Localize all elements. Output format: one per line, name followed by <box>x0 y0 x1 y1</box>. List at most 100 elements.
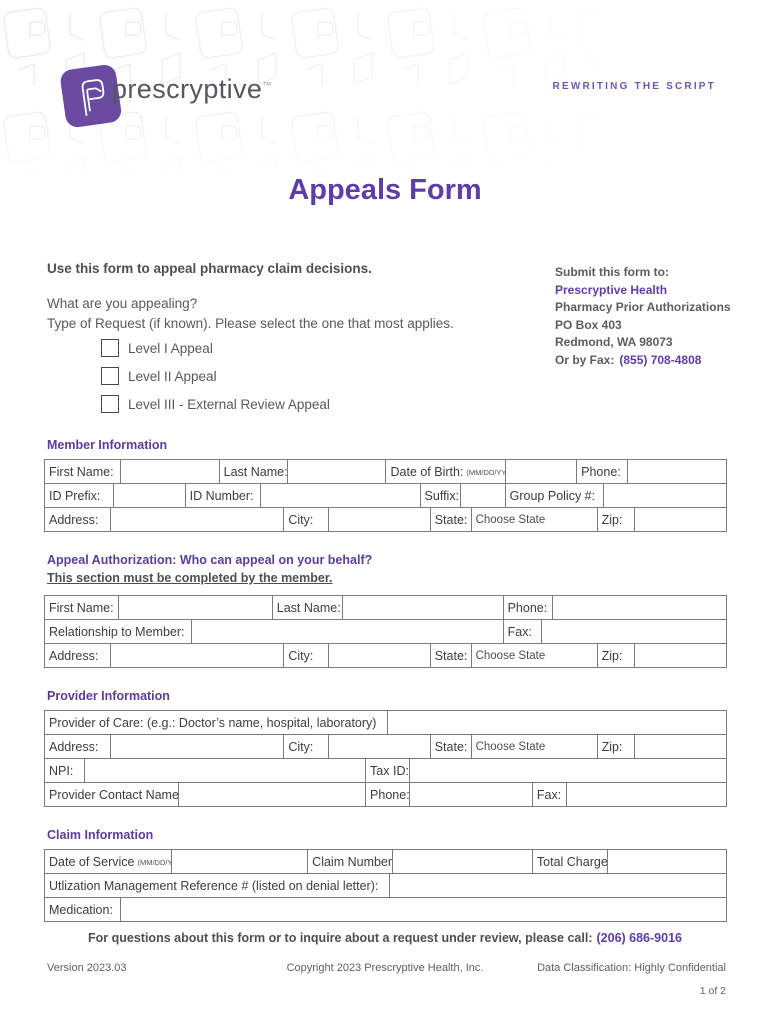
provider-info-table: Provider of Care: (e.g.: Doctor’s name, … <box>44 710 727 807</box>
footer-question-text: For questions about this form or to inqu… <box>88 931 593 945</box>
claim-info-table: Date of Service(MM/DD/YY): Claim Number:… <box>44 849 727 922</box>
provider-contact-name-input[interactable] <box>177 783 365 806</box>
provider-fax-input[interactable] <box>565 783 726 806</box>
provider-phone-input[interactable] <box>409 783 532 806</box>
brand-name: prescryptive <box>112 74 263 104</box>
footer-version: Version 2023.03 <box>47 962 127 974</box>
submit-to-heading: Submit this form to: <box>555 265 669 279</box>
auth-first-name-input[interactable] <box>117 596 272 619</box>
footer-copyright: Copyright 2023 Prescryptive Health, Inc. <box>286 962 484 974</box>
field-label: Last Name: <box>271 596 342 619</box>
authorization-section-heading: Appeal Authorization: Who can appeal on … <box>47 553 373 567</box>
intro-lead: Use this form to appeal pharmacy claim d… <box>47 261 372 276</box>
level-i-appeal-checkbox[interactable] <box>101 339 119 357</box>
auth-relationship-input[interactable] <box>191 620 502 643</box>
field-label: Provider of Care: (e.g.: Doctor’s name, … <box>49 715 377 730</box>
auth-address-input[interactable] <box>109 644 284 667</box>
trademark-symbol: ™ <box>262 80 272 90</box>
provider-tax-id-input[interactable] <box>409 759 726 782</box>
table-row: Address: City: State: Choose State Zip: <box>45 507 726 531</box>
appeal-option-level-i: Level I Appeal <box>101 338 213 358</box>
field-label: Medication: <box>49 902 113 917</box>
member-state-select[interactable]: Choose State <box>470 508 597 531</box>
provider-city-input[interactable] <box>327 735 430 758</box>
field-label: Address: <box>49 739 99 754</box>
auth-state-select[interactable]: Choose State <box>470 644 597 667</box>
member-group-policy-input[interactable] <box>603 484 726 507</box>
claim-number-input[interactable] <box>392 850 532 873</box>
submit-to-fax-line: Or by Fax: (855) 708-4808 <box>555 352 740 370</box>
field-label: State: <box>429 508 471 531</box>
field-label: NPI: <box>49 763 74 778</box>
provider-section-heading: Provider Information <box>47 689 170 703</box>
checkbox-label: Level III - External Review Appeal <box>128 396 330 412</box>
member-first-name-input[interactable] <box>119 460 219 483</box>
provider-zip-input[interactable] <box>634 735 726 758</box>
auth-city-input[interactable] <box>327 644 430 667</box>
table-row: Provider of Care: (e.g.: Doctor’s name, … <box>45 711 726 734</box>
level-iii-appeal-checkbox[interactable] <box>101 395 119 413</box>
field-label: Last Name: <box>218 460 287 483</box>
table-row: Address: City: State: Choose State Zip: <box>45 734 726 758</box>
table-row: First Name: Last Name: Date of Birth: (MM… <box>45 460 726 483</box>
member-suffix-input[interactable] <box>460 484 504 507</box>
submit-to-address: PO Box 403 <box>555 317 622 332</box>
submit-to-dept: Pharmacy Prior Authorizations <box>555 300 731 314</box>
member-dob-input[interactable] <box>504 460 577 483</box>
field-label: Group Policy #: <box>504 484 604 507</box>
claim-um-reference-input[interactable] <box>388 874 726 897</box>
authorization-note: This section must be completed by the me… <box>47 571 333 585</box>
footer-classification: Data Classification: Highly Confidential <box>537 962 726 974</box>
provider-npi-input[interactable] <box>84 759 365 782</box>
submit-to-org: Prescryptive Health <box>555 282 668 297</box>
member-last-name-input[interactable] <box>286 460 386 483</box>
field-label: First Name: <box>49 600 114 615</box>
authorization-table: First Name: Last Name: Phone: Relationsh… <box>44 595 727 668</box>
field-label: Phone: <box>365 783 409 806</box>
auth-last-name-input[interactable] <box>341 596 503 619</box>
field-label: City: <box>283 735 327 758</box>
table-row: Utlization Management Reference # (liste… <box>45 873 726 897</box>
auth-zip-input[interactable] <box>634 644 726 667</box>
level-ii-appeal-checkbox[interactable] <box>101 367 119 385</box>
table-row: ID Prefix: ID Number: Suffix: Group Poli… <box>45 483 726 507</box>
submit-to-city: Redmond, WA 98073 <box>555 335 673 349</box>
submit-to-block: Submit this form to: Prescryptive Health… <box>555 264 740 369</box>
provider-address-input[interactable] <box>109 735 284 758</box>
intro-question: What are you appealing? <box>47 296 198 311</box>
field-label: Zip: <box>596 508 634 531</box>
field-label: Date of Birth:(MM/DD/YY) <box>385 460 505 483</box>
table-row: First Name: Last Name: Phone: <box>45 596 726 619</box>
table-row: NPI: Tax ID: <box>45 758 726 782</box>
provider-state-select[interactable]: Choose State <box>470 735 597 758</box>
claim-total-charge-input[interactable] <box>606 850 726 873</box>
member-id-prefix-input[interactable] <box>113 484 185 507</box>
member-city-input[interactable] <box>327 508 430 531</box>
checkbox-label: Level II Appeal <box>128 368 217 384</box>
auth-phone-input[interactable] <box>552 596 726 619</box>
table-row: Provider Contact Name: Phone: Fax: <box>45 782 726 806</box>
member-phone-input[interactable] <box>627 460 726 483</box>
appeal-option-level-iii: Level III - External Review Appeal <box>101 394 330 414</box>
page-number: 1 of 2 <box>699 985 726 997</box>
field-label: Phone: <box>502 596 553 619</box>
member-address-input[interactable] <box>109 508 284 531</box>
brand-tagline: REWRITING THE SCRIPT <box>552 81 716 92</box>
field-label: Zip: <box>596 735 634 758</box>
member-zip-input[interactable] <box>634 508 726 531</box>
fax-number: (855) 708-4808 <box>619 352 702 367</box>
table-row: Address: City: State: Choose State Zip: <box>45 643 726 667</box>
field-label: Fax: <box>502 620 541 643</box>
field-label: Fax: <box>531 783 566 806</box>
field-label: Zip: <box>596 644 634 667</box>
background-pattern <box>0 0 770 175</box>
field-label: ID Prefix: <box>49 488 101 503</box>
field-label: Address: <box>49 648 99 663</box>
member-id-number-input[interactable] <box>259 484 420 507</box>
auth-fax-input[interactable] <box>540 620 726 643</box>
claim-date-of-service-input[interactable] <box>170 850 307 873</box>
provider-of-care-input[interactable] <box>386 711 726 734</box>
footer-question-phone: (206) 686-9016 <box>596 931 682 945</box>
member-info-table: First Name: Last Name: Date of Birth: (MM… <box>44 459 727 532</box>
claim-medication-input[interactable] <box>119 898 726 921</box>
